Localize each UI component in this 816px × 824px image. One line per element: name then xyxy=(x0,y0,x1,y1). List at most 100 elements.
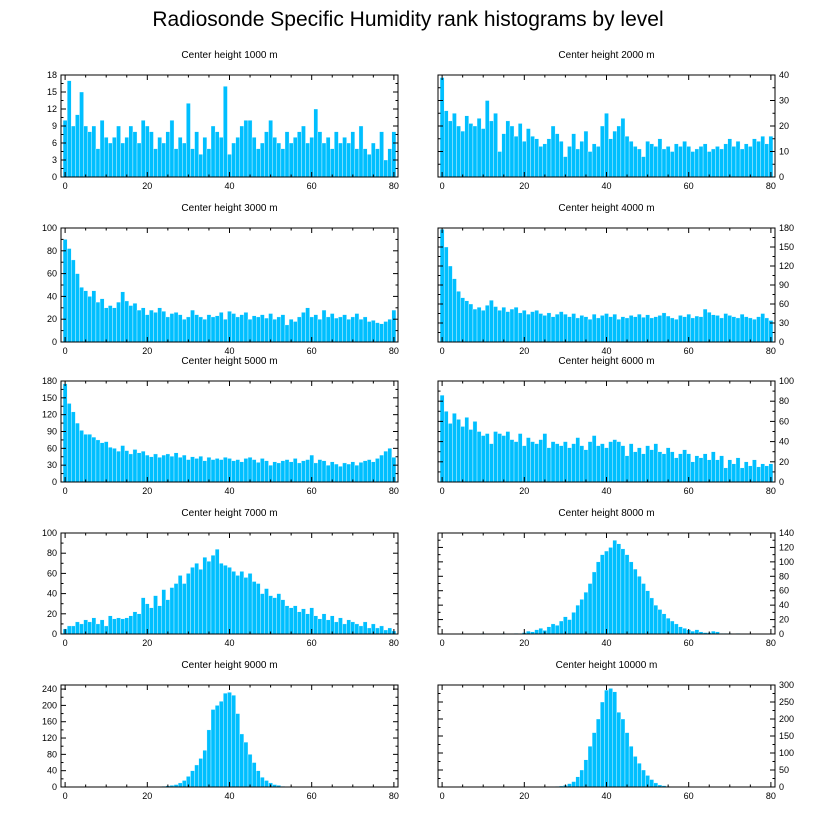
x-tick-label: 60 xyxy=(684,638,694,648)
histogram-bar xyxy=(120,142,125,178)
histogram-bar xyxy=(177,137,183,178)
x-tick-label: 40 xyxy=(601,791,611,801)
y-tick-label: 100 xyxy=(42,223,57,233)
histogram-bar xyxy=(637,576,642,635)
histogram-bar xyxy=(198,316,203,343)
histogram-bar xyxy=(157,137,162,178)
histogram-bar xyxy=(633,316,638,343)
y-tick-label: 60 xyxy=(779,416,789,426)
histogram-bar xyxy=(439,394,445,483)
panel-title: Center height 10000 m xyxy=(556,660,658,671)
histogram-bar xyxy=(550,316,556,343)
histogram-bar xyxy=(75,114,80,178)
panel-title: Center height 3000 m xyxy=(181,203,277,214)
histogram-bar xyxy=(550,125,556,178)
histogram-bar xyxy=(243,458,249,483)
y-tick-label: 80 xyxy=(779,396,789,406)
histogram-bar xyxy=(538,628,543,635)
histogram-bar xyxy=(99,619,105,635)
histogram-bar xyxy=(723,467,728,483)
histogram-bar xyxy=(231,142,236,178)
histogram-bar xyxy=(235,459,240,483)
histogram-bar xyxy=(309,137,314,178)
histogram-bar xyxy=(752,459,757,483)
histogram-bar xyxy=(83,125,88,178)
histogram-bar xyxy=(330,313,335,343)
histogram-bar xyxy=(87,131,92,178)
y-tick-label: 0 xyxy=(52,782,57,792)
histogram-bar xyxy=(383,629,388,635)
y-tick-label: 50 xyxy=(779,765,789,775)
histogram-bar xyxy=(210,125,216,178)
histogram-bar xyxy=(383,450,388,483)
histogram-bar xyxy=(354,148,360,178)
x-tick-label: 20 xyxy=(142,486,152,496)
histogram-bar xyxy=(501,133,506,178)
x-tick-label: 80 xyxy=(766,638,776,648)
y-tick-label: 40 xyxy=(779,600,789,610)
histogram-bar xyxy=(645,141,650,178)
histogram-bar xyxy=(452,278,457,343)
y-tick-label: 150 xyxy=(779,731,794,741)
histogram-bar xyxy=(87,434,92,483)
histogram-bar xyxy=(321,142,327,178)
histogram-bar xyxy=(293,605,298,635)
histogram-bar xyxy=(698,457,704,483)
y-tick-label: 60 xyxy=(47,568,57,578)
y-tick-label: 300 xyxy=(779,680,794,690)
histogram-bar xyxy=(460,130,465,178)
histogram-bar xyxy=(194,563,199,635)
histogram-bar xyxy=(219,563,224,635)
histogram-bar xyxy=(157,605,162,635)
histogram-bar xyxy=(748,146,753,178)
y-tick-label: 20 xyxy=(779,121,789,131)
histogram-bar xyxy=(383,159,388,178)
histogram-bar xyxy=(616,543,622,635)
histogram-bar xyxy=(702,453,708,483)
histogram-bar xyxy=(367,154,372,178)
histogram-bar xyxy=(379,454,384,483)
histogram-bar xyxy=(338,466,343,483)
histogram-bar xyxy=(559,311,564,343)
histogram-bar xyxy=(567,783,572,788)
histogram-bar xyxy=(375,627,380,635)
histogram-bar xyxy=(468,429,474,483)
x-tick-label: 40 xyxy=(224,181,234,191)
histogram-bar xyxy=(493,113,498,178)
histogram-bar xyxy=(612,691,617,788)
histogram-bar xyxy=(288,607,294,635)
y-tick-label: 6 xyxy=(52,138,57,148)
y-tick-label: 90 xyxy=(47,427,57,437)
histogram-bar xyxy=(760,136,765,178)
y-tick-label: 200 xyxy=(42,700,57,710)
histogram-bar xyxy=(140,450,146,483)
histogram-bar xyxy=(480,310,486,343)
histogram-bar xyxy=(460,297,465,343)
histogram-bar xyxy=(637,447,642,483)
x-tick-label: 0 xyxy=(440,486,445,496)
histogram-bar xyxy=(190,456,195,483)
histogram-bar xyxy=(583,591,589,635)
y-tick-label: 150 xyxy=(779,242,794,252)
x-tick-label: 0 xyxy=(440,346,445,356)
histogram-bar xyxy=(186,103,191,178)
histogram-bar xyxy=(202,460,208,483)
histogram-bar xyxy=(690,461,696,483)
histogram-bar xyxy=(678,315,683,343)
histogram-bar xyxy=(112,448,117,483)
histogram-bar xyxy=(99,442,105,483)
panel-title: Center height 8000 m xyxy=(558,508,654,519)
histogram-bar xyxy=(120,445,125,483)
y-tick-label: 60 xyxy=(47,443,57,453)
histogram-bar xyxy=(538,439,543,483)
x-tick-label: 60 xyxy=(684,346,694,356)
histogram-bar xyxy=(231,313,236,343)
histogram-bar xyxy=(727,315,733,343)
histogram-bar xyxy=(194,131,199,178)
histogram-panel: Center height 1000 m 0 20 40 60 80 0 3 6 9 12 15 18 xyxy=(47,50,399,191)
page-title: Radiosonde Specific Humidity rank histog… xyxy=(152,8,664,31)
histogram-bar xyxy=(526,313,531,343)
histogram-bar xyxy=(571,133,576,178)
x-tick-label: 20 xyxy=(519,791,529,801)
histogram-bar xyxy=(313,314,319,343)
